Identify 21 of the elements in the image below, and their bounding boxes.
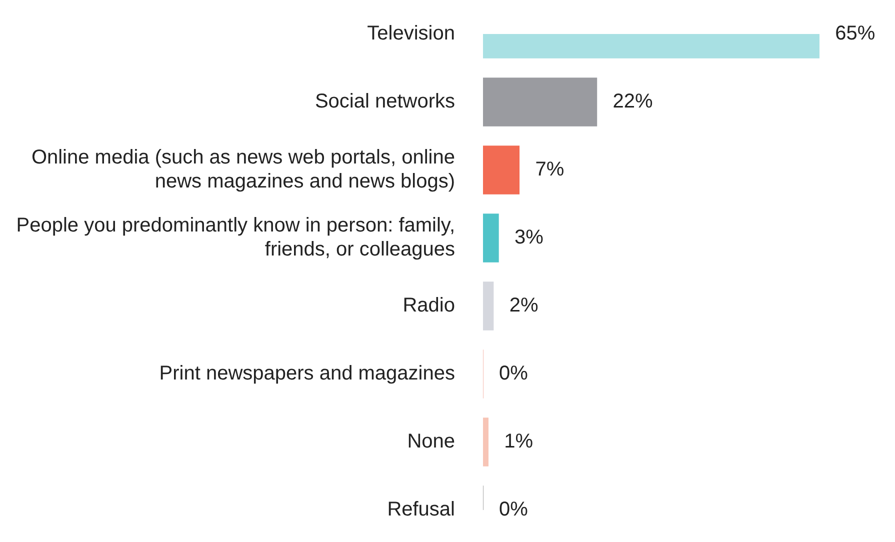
data-label: 65% xyxy=(835,22,876,45)
y-tick-label: Social networks xyxy=(314,90,455,113)
y-tick-label: None xyxy=(407,430,455,453)
bar xyxy=(483,418,488,466)
data-label: 0% xyxy=(499,362,528,385)
y-tick-label: Television xyxy=(367,22,455,45)
bar xyxy=(483,282,494,330)
data-label: 1% xyxy=(504,430,534,453)
data-label: 0% xyxy=(499,498,528,521)
bar xyxy=(483,78,598,126)
bar xyxy=(483,146,520,194)
y-tick-label: Print newspapers and magazines xyxy=(159,362,455,385)
data-label: 2% xyxy=(509,294,538,317)
y-tick-label: People you predominantly know in person: family, friends, or colleagues xyxy=(16,214,455,261)
bar xyxy=(483,214,499,262)
y-tick-label: Refusal xyxy=(387,498,455,521)
data-label: 22% xyxy=(612,90,654,113)
data-label: 3% xyxy=(514,226,544,249)
y-tick-label: Radio xyxy=(402,294,455,317)
y-tick-label: Online media (such as news web portals, online news magazines and news blogs) xyxy=(31,146,455,193)
data-label: 7% xyxy=(535,158,564,181)
